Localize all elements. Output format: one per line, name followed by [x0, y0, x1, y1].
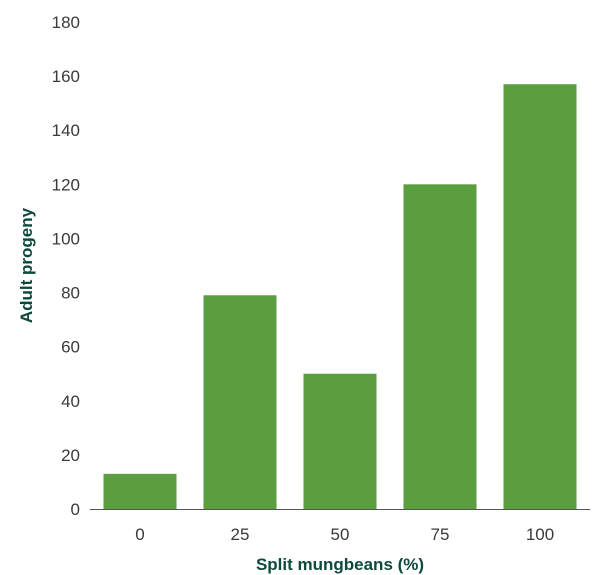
bar-50 [303, 373, 377, 509]
x-tick-label: 50 [331, 525, 350, 544]
y-tick-label: 120 [52, 175, 80, 194]
bar-0 [103, 473, 177, 509]
y-tick-label: 0 [71, 500, 80, 519]
x-tick-label: 25 [231, 525, 250, 544]
bar-100 [503, 84, 577, 509]
x-axis-title: Split mungbeans (%) [256, 555, 424, 574]
bars [103, 84, 577, 510]
y-axis-title: Adult progeny [17, 207, 36, 323]
x-tick-label: 75 [431, 525, 450, 544]
y-tick-label: 40 [61, 392, 80, 411]
y-tick-label: 100 [52, 229, 80, 248]
x-tick-label: 100 [526, 525, 554, 544]
bar-25 [203, 295, 277, 509]
x-tick-label: 0 [135, 525, 144, 544]
y-tick-label: 160 [52, 67, 80, 86]
y-tick-label: 20 [61, 446, 80, 465]
y-tick-label: 140 [52, 121, 80, 140]
y-tick-label: 180 [52, 13, 80, 32]
y-tick-label: 80 [61, 284, 80, 303]
y-axis-ticks: 0 20 40 60 80 100 120 140 160 180 [52, 13, 80, 519]
y-tick-label: 60 [61, 338, 80, 357]
x-axis-ticks: 0 25 50 75 100 [135, 525, 554, 544]
bar-75 [403, 184, 477, 510]
